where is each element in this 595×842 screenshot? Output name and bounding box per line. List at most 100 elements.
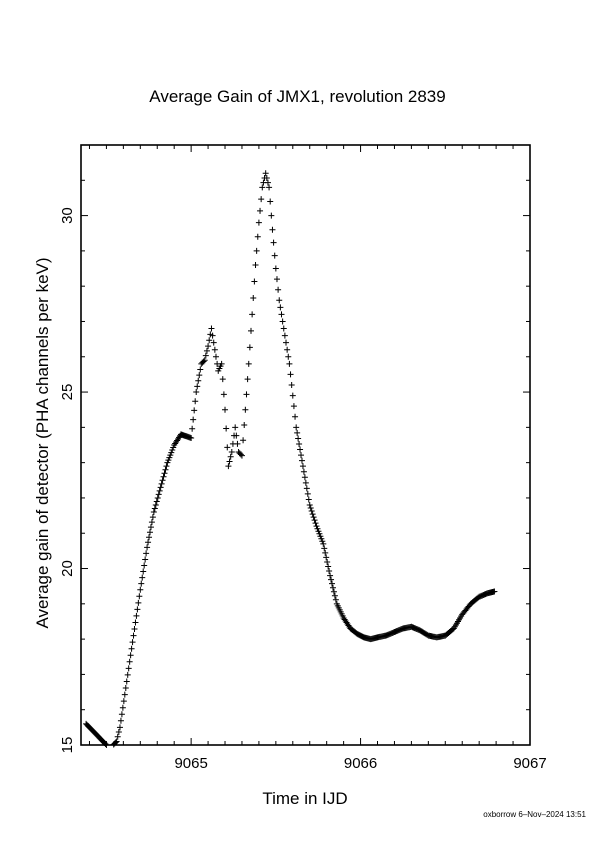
data-point-marker xyxy=(148,519,155,526)
data-point-marker xyxy=(288,382,295,388)
data-point-marker xyxy=(327,572,334,579)
data-point-marker xyxy=(143,550,150,557)
data-point-marker xyxy=(271,252,278,259)
data-point-marker xyxy=(245,360,252,367)
data-point-marker xyxy=(125,665,132,672)
data-point-marker xyxy=(117,717,124,724)
data-point-marker xyxy=(137,586,144,593)
data-point-marker xyxy=(329,584,336,591)
data-point-marker xyxy=(281,332,288,339)
data-point-marker xyxy=(188,434,195,441)
data-point-marker xyxy=(272,265,279,272)
data-point-marker xyxy=(116,724,123,731)
data-point-marker xyxy=(283,339,290,346)
data-point-marker xyxy=(251,278,258,285)
data-point-marker xyxy=(249,311,256,318)
data-point-marker xyxy=(130,632,137,639)
data-point-marker xyxy=(289,392,296,399)
data-point-marker xyxy=(304,490,311,497)
data-point-marker xyxy=(133,612,140,619)
data-point-marker xyxy=(209,332,216,339)
data-point-marker xyxy=(138,580,145,587)
x-tick-label: 9067 xyxy=(513,755,546,772)
data-point-marker xyxy=(257,207,264,214)
data-point-marker xyxy=(121,691,128,698)
data-point-marker xyxy=(254,233,261,240)
data-point-marker xyxy=(196,372,203,379)
data-point-marker xyxy=(322,549,329,556)
data-point-marker xyxy=(270,239,277,246)
data-point-marker xyxy=(268,212,275,219)
y-axis-label: Average gain of detector (PHA channels p… xyxy=(33,257,52,629)
data-point-marker xyxy=(324,558,331,565)
data-point-marker xyxy=(262,170,269,177)
data-point-marker xyxy=(194,383,201,390)
data-point-marker xyxy=(156,487,163,494)
data-point-marker xyxy=(208,325,215,332)
data-point-marker xyxy=(103,742,110,748)
data-point-marker xyxy=(280,325,287,332)
data-point-marker xyxy=(169,447,176,454)
data-point-marker xyxy=(132,619,139,626)
data-point-marker xyxy=(309,511,316,518)
data-point-marker xyxy=(170,444,177,451)
data-point-marker xyxy=(168,449,175,456)
data-point-marker xyxy=(237,451,244,458)
data-point-marker xyxy=(159,477,166,484)
data-point-marker xyxy=(223,425,230,432)
data-point-marker xyxy=(273,276,280,283)
y-tick-label: 25 xyxy=(59,384,76,401)
data-point-marker xyxy=(264,179,271,186)
x-tick-label: 9066 xyxy=(344,755,377,772)
data-point-marker xyxy=(298,452,305,459)
x-axis-label: Time in IJD xyxy=(262,789,348,808)
data-point-marker xyxy=(232,424,239,431)
data-point-marker xyxy=(298,457,305,464)
data-point-marker xyxy=(147,524,154,531)
data-point-marker xyxy=(166,454,173,461)
data-point-marker xyxy=(312,520,319,527)
plot-frame xyxy=(80,144,531,746)
data-point-marker xyxy=(276,297,283,304)
data-point-marker xyxy=(292,413,299,420)
data-point-marker xyxy=(191,407,198,414)
data-point-marker xyxy=(146,529,153,536)
data-point-marker xyxy=(118,711,125,718)
data-point-marker xyxy=(190,416,197,423)
data-point-marker xyxy=(255,219,262,226)
data-point-marker xyxy=(258,196,265,203)
data-point-marker xyxy=(284,346,291,353)
data-point-marker xyxy=(146,534,153,541)
data-point-marker xyxy=(210,339,217,346)
data-point-marker xyxy=(160,473,167,480)
data-point-marker xyxy=(330,588,337,595)
data-point-marker xyxy=(154,494,161,501)
data-point-marker xyxy=(241,422,248,428)
data-point-marker xyxy=(129,639,136,646)
data-point-marker xyxy=(332,596,339,603)
data-point-marker xyxy=(315,528,322,535)
data-point-marker xyxy=(136,593,143,600)
data-point-marker xyxy=(293,424,300,431)
data-point-marker xyxy=(220,391,227,398)
data-point-marker xyxy=(122,685,129,692)
data-point-marker xyxy=(307,505,314,512)
data-point-marker xyxy=(114,733,121,740)
data-point-marker xyxy=(222,406,229,413)
data-point-marker xyxy=(267,198,274,205)
data-point-marker xyxy=(259,184,266,191)
data-point-marker xyxy=(328,576,335,583)
data-point-marker xyxy=(246,344,253,351)
data-point-marker xyxy=(300,468,307,475)
data-point-marker xyxy=(299,463,306,470)
data-point-marker xyxy=(320,540,327,547)
data-point-marker xyxy=(119,704,126,711)
data-point-marker xyxy=(286,360,293,367)
data-point-marker xyxy=(205,343,212,350)
data-point-marker xyxy=(193,389,200,396)
data-point-marker xyxy=(278,311,285,318)
data-point-marker xyxy=(252,262,259,268)
data-point-marker xyxy=(263,174,270,181)
data-point-marker xyxy=(139,574,146,581)
